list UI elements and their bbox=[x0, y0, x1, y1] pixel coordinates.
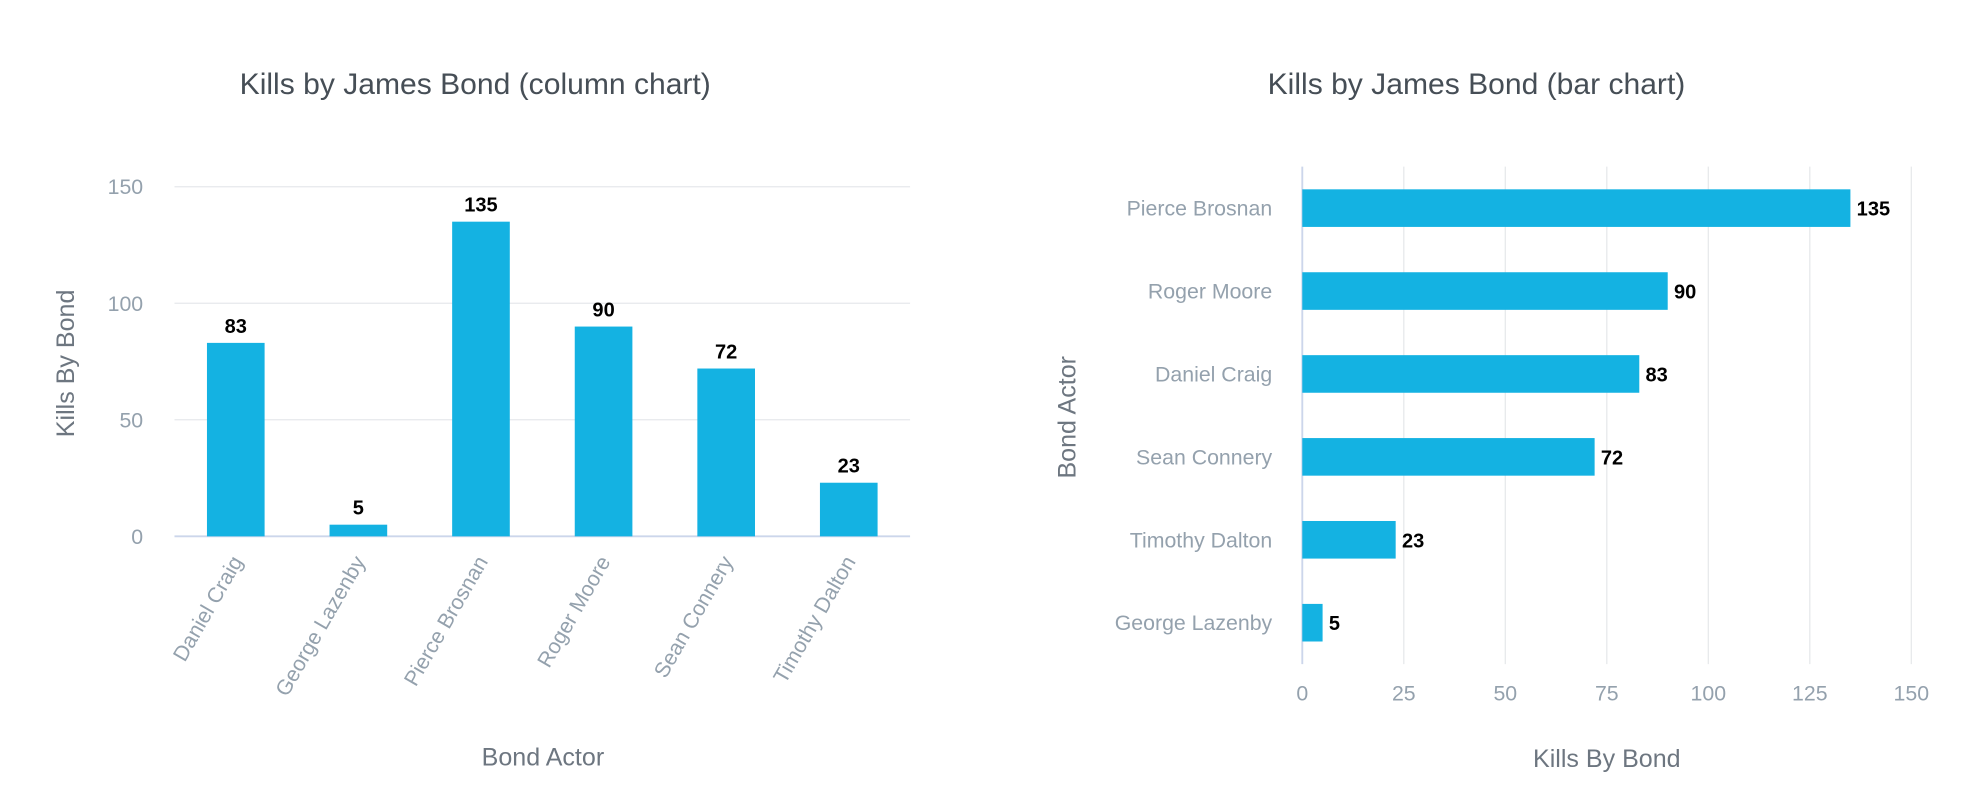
bar-chart-y-axis-title: Bond Actor bbox=[1053, 356, 1081, 479]
x-tick-label: 0 bbox=[1296, 681, 1308, 705]
bar bbox=[1302, 520, 1396, 559]
data-label: 23 bbox=[1402, 530, 1424, 552]
y-tick-label: 0 bbox=[131, 525, 143, 549]
y-tick-label: Roger Moore bbox=[1148, 280, 1272, 304]
y-tick-label: George Lazenby bbox=[1115, 611, 1273, 635]
x-tick-label: 25 bbox=[1392, 681, 1416, 705]
bar bbox=[1302, 272, 1668, 310]
bar-chart-x-axis-title: Kills By Bond bbox=[1533, 745, 1681, 773]
bar-chart-title: Kills by James Bond (bar chart) bbox=[1268, 68, 1686, 101]
data-label: 135 bbox=[464, 195, 497, 217]
y-tick-label: Timothy Dalton bbox=[1130, 528, 1272, 552]
bar bbox=[329, 524, 388, 537]
x-tick-label: 75 bbox=[1595, 681, 1619, 705]
data-label: 83 bbox=[225, 316, 247, 338]
bar bbox=[1302, 603, 1323, 642]
x-tick-label: Timothy Dalton bbox=[769, 552, 861, 687]
x-tick-label: 50 bbox=[1493, 681, 1517, 705]
x-tick-label: 125 bbox=[1792, 681, 1828, 705]
bar bbox=[819, 482, 878, 537]
data-label: 135 bbox=[1857, 199, 1890, 221]
y-tick-label: Daniel Craig bbox=[1155, 362, 1272, 386]
data-label: 72 bbox=[715, 341, 737, 363]
data-label: 5 bbox=[1329, 613, 1340, 635]
x-tick-label: Sean Connery bbox=[649, 552, 738, 682]
data-label: 72 bbox=[1601, 447, 1623, 469]
y-tick-label: 50 bbox=[119, 408, 143, 432]
x-tick-label: Roger Moore bbox=[532, 552, 615, 672]
x-tick-label: Daniel Craig bbox=[168, 552, 247, 665]
x-tick-label: 100 bbox=[1691, 681, 1727, 705]
x-tick-label: George Lazenby bbox=[271, 552, 371, 701]
bar-chart: Kills by James Bond (bar chart) 0 25 50 75 1… bbox=[1053, 68, 1929, 773]
bar bbox=[1302, 355, 1640, 393]
y-tick-label: Sean Connery bbox=[1136, 445, 1273, 469]
column-chart-title: Kills by James Bond (column chart) bbox=[240, 68, 711, 101]
bar bbox=[1302, 438, 1595, 476]
data-label: 90 bbox=[592, 300, 614, 322]
data-label: 90 bbox=[1674, 282, 1696, 304]
column-chart-y-axis-title: Kills By Bond bbox=[52, 290, 80, 438]
column-chart: Kills by James Bond (column chart) 0 50 10… bbox=[52, 68, 911, 772]
bar bbox=[697, 368, 755, 537]
data-label: 23 bbox=[838, 456, 860, 478]
y-tick-label: 100 bbox=[108, 292, 144, 316]
y-tick-label: Pierce Brosnan bbox=[1127, 197, 1273, 221]
data-label: 83 bbox=[1646, 364, 1668, 386]
bar bbox=[574, 326, 633, 537]
y-tick-label: 150 bbox=[108, 175, 144, 199]
bar bbox=[452, 221, 510, 537]
data-label: 5 bbox=[353, 498, 364, 520]
x-tick-label: 150 bbox=[1894, 681, 1930, 705]
x-tick-label: Pierce Brosnan bbox=[399, 552, 493, 690]
bar bbox=[1302, 189, 1851, 227]
column-chart-x-axis-title: Bond Actor bbox=[482, 744, 605, 772]
bar bbox=[206, 342, 265, 537]
